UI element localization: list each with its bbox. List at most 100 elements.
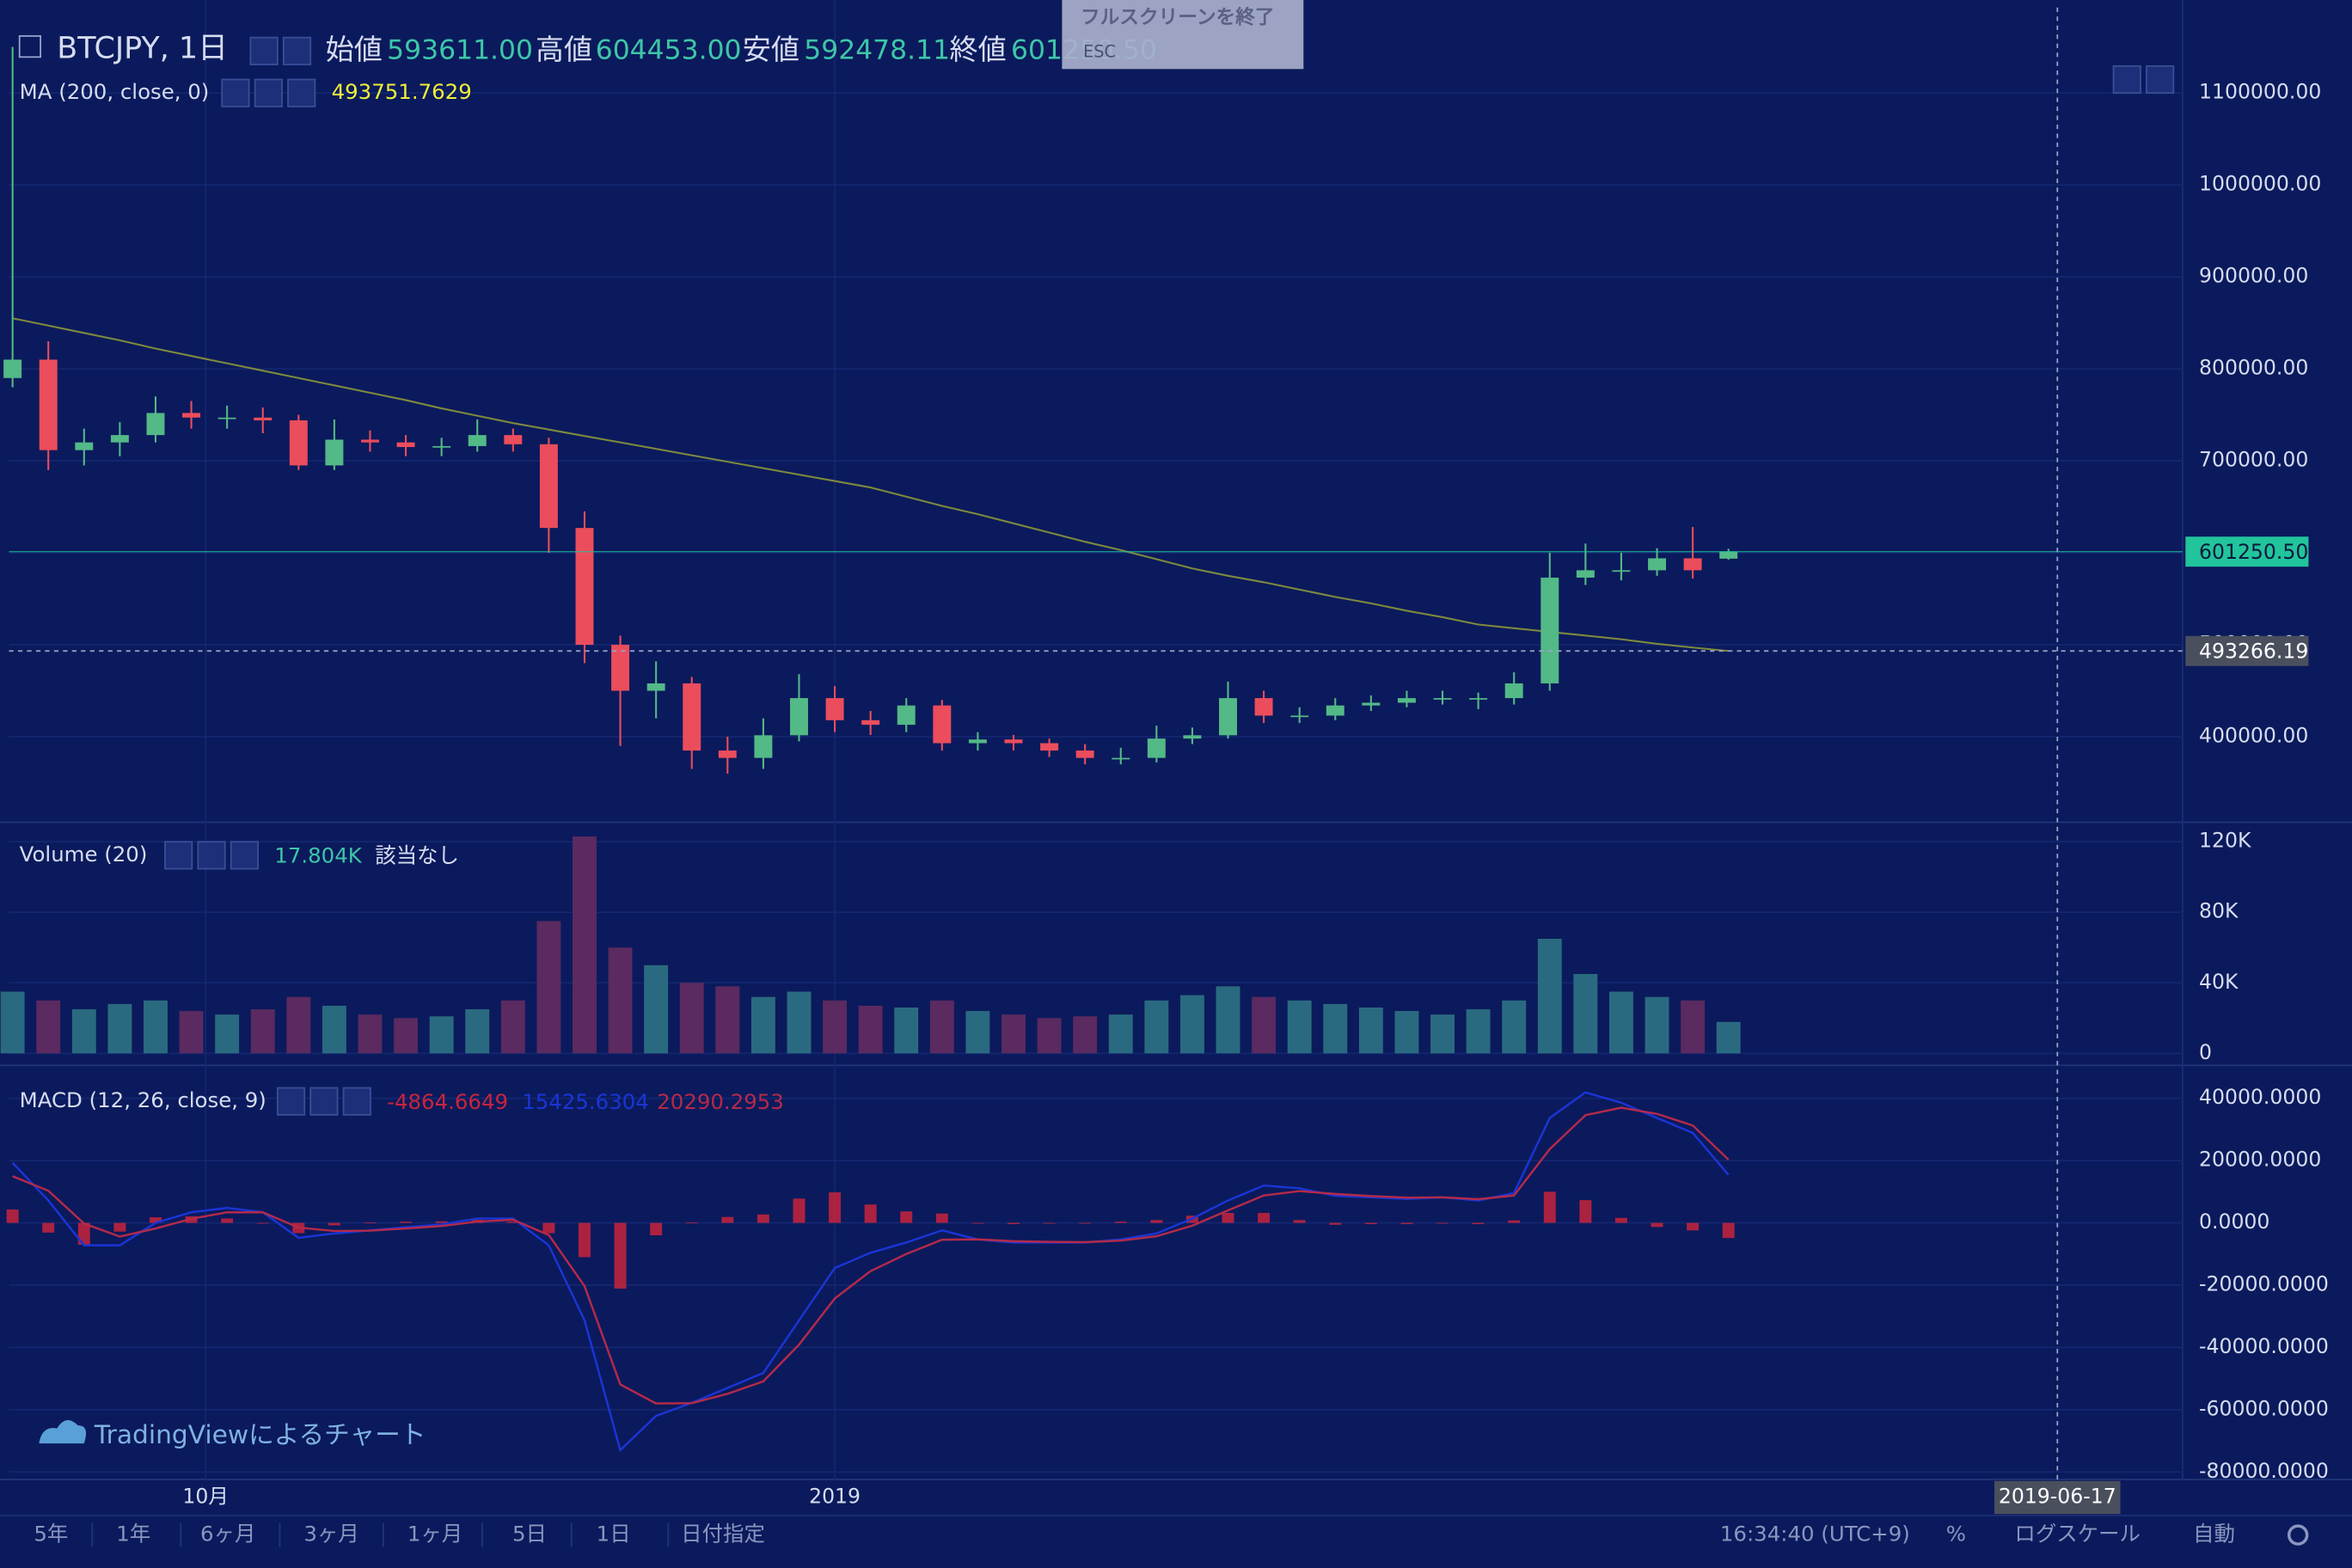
close-icon[interactable]: [342, 1087, 371, 1116]
macd-histogram-bar: [542, 1222, 555, 1234]
macd-histogram-bar: [113, 1222, 126, 1232]
range-button[interactable]: 6ヶ月: [200, 1522, 255, 1547]
range-button[interactable]: 5年: [34, 1522, 68, 1547]
macd-histogram-bar: [1293, 1220, 1306, 1223]
last-price-label: 601250.50: [2199, 540, 2308, 564]
candle-body: [1540, 577, 1559, 683]
candle-body: [1576, 570, 1595, 578]
eye-icon[interactable]: [164, 841, 193, 870]
range-button[interactable]: 1日: [597, 1522, 631, 1547]
volume-bar: [179, 1011, 204, 1054]
candle-body: [146, 413, 165, 436]
candle-body: [646, 683, 665, 691]
candle-body: [575, 528, 594, 646]
volume-bar: [144, 1000, 168, 1054]
volume-bar: [1358, 1007, 1383, 1054]
candle-body: [1075, 750, 1094, 758]
option-button[interactable]: 自動: [2193, 1522, 2235, 1547]
crosshair-date-badge: [1994, 1480, 2121, 1515]
exit-fullscreen-button[interactable]: [1062, 0, 1304, 70]
range-button[interactable]: 1年: [116, 1522, 150, 1547]
macd-histogram-bar: [1687, 1222, 1700, 1231]
scroll-down-icon[interactable]: [2112, 64, 2141, 95]
range-button[interactable]: 5日: [512, 1522, 547, 1547]
macd-histogram-bar: [1436, 1222, 1449, 1224]
volume-bar: [1252, 996, 1277, 1054]
panes: [0, 0, 2352, 1480]
range-button[interactable]: 3ヶ月: [303, 1522, 358, 1547]
volume-bar: [500, 1000, 525, 1054]
volume-bar: [1216, 986, 1240, 1054]
volume-bar: [573, 836, 597, 1054]
volume-bar: [1144, 1000, 1169, 1054]
range-button[interactable]: 1ヶ月: [407, 1522, 462, 1547]
macd-line-value: 15425.6304: [522, 1089, 649, 1114]
candle-body: [361, 439, 379, 443]
volume-bar: [1502, 1000, 1527, 1054]
candle-body: [3, 359, 22, 378]
macd-histogram-bar: [1722, 1222, 1735, 1239]
y-tick-label: -60000.0000: [2199, 1396, 2329, 1420]
macd-histogram-bar: [42, 1222, 55, 1233]
option-button[interactable]: %: [1946, 1522, 1966, 1547]
volume-bar: [644, 965, 669, 1054]
close-icon[interactable]: [230, 841, 259, 870]
eye-icon[interactable]: [249, 36, 279, 65]
y-tick-label: 1000000.00: [2199, 172, 2321, 196]
candle-body: [933, 705, 952, 744]
candle-body: [1219, 698, 1237, 736]
option-button[interactable]: ログスケール: [2014, 1522, 2141, 1547]
candle-body: [110, 435, 129, 443]
settings-gear[interactable]: [2287, 1524, 2309, 1546]
candle-body: [1612, 570, 1631, 573]
volume-bar: [679, 983, 704, 1054]
macd-histogram-bar: [1614, 1217, 1627, 1223]
y-tick-label: 400000.00: [2199, 724, 2308, 748]
volume-bar: [1430, 1014, 1455, 1054]
volume-bar: [1001, 1014, 1026, 1054]
volume-bar: [858, 1005, 883, 1054]
ohlc-label: 終値: [950, 33, 1007, 66]
close-icon[interactable]: [287, 78, 316, 107]
candle-body: [396, 442, 415, 448]
y-tick-label: -80000.0000: [2199, 1459, 2329, 1483]
range-button[interactable]: 日付指定: [681, 1522, 765, 1547]
volume-bar: [1466, 1009, 1491, 1054]
volume-bar: [1073, 1016, 1098, 1054]
settings-icon[interactable]: [282, 36, 312, 65]
macd-histogram-bar: [77, 1222, 90, 1245]
scroll-up-icon[interactable]: [2146, 64, 2175, 95]
settings-icon[interactable]: [309, 1087, 339, 1116]
candle-body: [754, 735, 773, 758]
settings-icon[interactable]: [197, 841, 226, 870]
symbol-title: BTCJPY, 1日: [57, 32, 228, 66]
volume-bar: [358, 1014, 383, 1054]
volume-legend-value: 17.804K: [274, 843, 362, 868]
plot-area: [0, 0, 2183, 1480]
settings-icon[interactable]: [254, 78, 283, 107]
candle-body: [1326, 705, 1344, 716]
volume-bar: [250, 1009, 275, 1054]
candle-body: [611, 645, 630, 691]
candle-body: [861, 720, 880, 726]
candle-body: [1469, 698, 1488, 700]
y-tick-label: 800000.00: [2199, 356, 2308, 380]
volume-bar: [0, 991, 25, 1054]
ma-legend-value: 493751.7629: [332, 79, 472, 104]
tradingview-logo: [39, 1419, 87, 1444]
eye-icon[interactable]: [276, 1087, 306, 1116]
candle-body: [790, 698, 808, 736]
volume-legend-status: 該当なし: [375, 843, 459, 868]
candle-body: [1112, 757, 1130, 760]
eye-icon[interactable]: [221, 78, 250, 107]
macd-histogram-bar: [1222, 1212, 1234, 1223]
y-tick-label: 700000.00: [2199, 448, 2308, 472]
macd-histogram-bar: [935, 1213, 948, 1223]
macd-histogram-bar: [328, 1222, 340, 1226]
candle-body: [182, 413, 201, 418]
macd-histogram-bar: [864, 1204, 877, 1223]
last-price-badge: [2185, 536, 2309, 567]
candle-body: [1004, 739, 1023, 744]
candle-body: [325, 439, 344, 466]
collapse-icon[interactable]: [18, 35, 41, 58]
